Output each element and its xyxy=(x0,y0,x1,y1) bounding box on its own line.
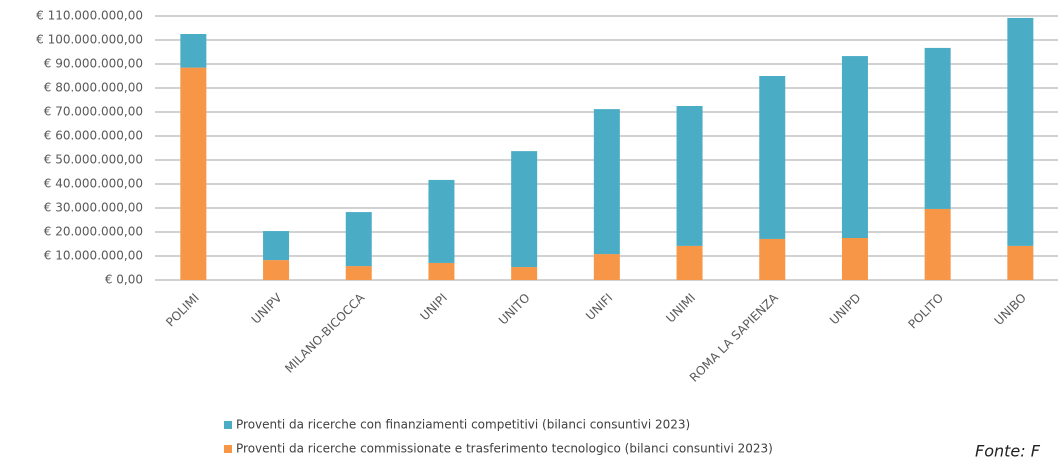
y-tick-label: € 100.000.000,00 xyxy=(36,33,143,47)
bar-segment xyxy=(263,260,290,280)
y-tick-label: € 10.000.000,00 xyxy=(44,249,143,263)
bar-segment xyxy=(180,67,207,280)
bar-segment xyxy=(593,254,620,280)
bar-segment xyxy=(511,267,538,280)
legend-swatch xyxy=(224,445,232,453)
x-tick-label: UNIFI xyxy=(583,291,615,323)
bar-segment xyxy=(841,56,868,238)
bar-segment xyxy=(180,34,207,68)
y-tick-label: € 80.000.000,00 xyxy=(44,81,143,95)
bar-segment xyxy=(1007,245,1034,280)
y-tick-label: € 90.000.000,00 xyxy=(44,57,143,71)
x-tick-label: UNITO xyxy=(496,291,533,328)
y-tick-label: € 30.000.000,00 xyxy=(44,201,143,215)
y-tick-label: € 60.000.000,00 xyxy=(44,129,143,143)
bar-segment xyxy=(263,231,290,261)
x-tick-label: POLITO xyxy=(905,291,946,332)
x-tick-label: ROMA LA SAPIENZA xyxy=(687,290,782,385)
bar-segment xyxy=(759,76,786,239)
bar-segment xyxy=(593,109,620,255)
x-tick-label: UNIPV xyxy=(249,290,285,326)
legend-label: Proventi da ricerche con finanziamenti c… xyxy=(236,418,690,432)
x-tick-label: MILANO-BICOCCA xyxy=(282,290,368,376)
x-tick-label: UNIPD xyxy=(827,291,864,328)
x-tick-label: UNIPI xyxy=(417,291,450,324)
y-tick-label: € 70.000.000,00 xyxy=(44,105,143,119)
source-note: Fonte: F xyxy=(975,442,1041,458)
y-tick-label: € 110.000.000,00 xyxy=(36,9,143,23)
bar-segment xyxy=(676,106,703,246)
bar-segment xyxy=(924,208,951,280)
bar-segment xyxy=(345,266,372,280)
bar-segment xyxy=(428,179,455,263)
bar-segment xyxy=(511,151,538,268)
bar-segment xyxy=(924,47,951,209)
x-tick-label: POLIMI xyxy=(163,291,202,330)
bar-segment xyxy=(841,238,868,280)
bar-segment xyxy=(759,238,786,280)
y-tick-label: € 0,00 xyxy=(105,273,143,287)
y-tick-label: € 40.000.000,00 xyxy=(44,177,143,191)
legend-label: Proventi da ricerche commissionate e tra… xyxy=(236,442,773,456)
x-tick-label: UNIBO xyxy=(992,291,1029,328)
y-tick-label: € 20.000.000,00 xyxy=(44,225,143,239)
x-tick-label: UNIMI xyxy=(663,291,698,326)
bar-segment xyxy=(428,262,455,280)
y-tick-label: € 50.000.000,00 xyxy=(44,153,143,167)
bar-segment xyxy=(1007,17,1034,246)
bar-segment xyxy=(676,245,703,280)
bar-segment xyxy=(345,212,372,267)
legend-swatch xyxy=(224,421,232,429)
